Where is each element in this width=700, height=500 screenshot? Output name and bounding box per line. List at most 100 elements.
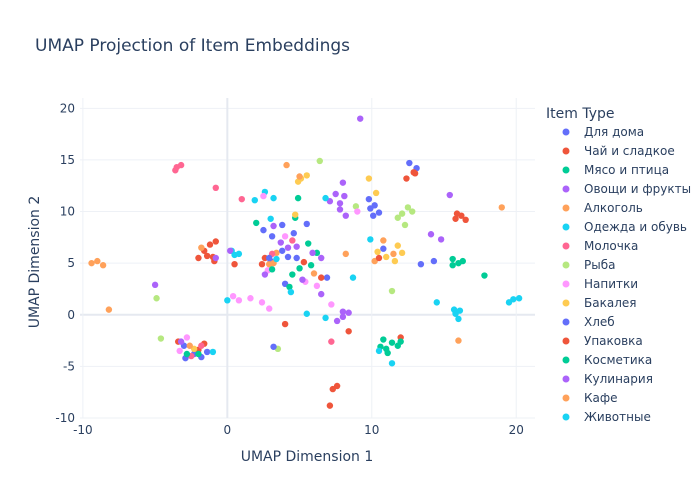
series-2: [195, 214, 488, 358]
data-point: [318, 254, 325, 262]
data-point: [303, 310, 310, 317]
data-point: [212, 238, 219, 245]
data-point: [345, 309, 352, 316]
y-tick-labels: -10 -5 0 5 10 15 20: [55, 101, 75, 425]
data-point: [88, 259, 95, 267]
data-point: [153, 295, 160, 302]
data-point: [212, 184, 219, 192]
data-point: [409, 208, 416, 215]
data-point: [227, 247, 234, 254]
data-point: [365, 175, 373, 182]
data-point: [342, 250, 349, 258]
legend-marker: [562, 394, 570, 402]
legend-item[interactable]: Бакалея: [562, 296, 637, 310]
legend-label: Косметика: [584, 353, 652, 367]
legend-label: Молочка: [584, 239, 638, 253]
series-3: [151, 115, 453, 325]
y-axis-label: UMAP Dimension 2: [27, 196, 43, 329]
legend-label: Овощи и фрукты: [584, 182, 691, 196]
data-point: [339, 313, 347, 321]
legend-marker: [562, 128, 570, 136]
legend-marker: [562, 299, 570, 307]
data-point: [229, 292, 237, 300]
data-point: [336, 200, 344, 207]
data-point: [238, 195, 245, 203]
data-point: [172, 167, 179, 174]
data-point: [94, 257, 101, 265]
legend-label: Чай и сладкое: [584, 144, 675, 158]
legend-item[interactable]: Косметика: [562, 353, 653, 367]
data-point: [198, 244, 205, 251]
legend-item[interactable]: Молочка: [562, 239, 639, 253]
data-point: [296, 173, 303, 180]
data-point: [367, 236, 374, 243]
series-13: [177, 192, 435, 345]
data-point: [183, 350, 191, 358]
data-point: [397, 338, 404, 345]
data-point: [267, 215, 274, 222]
data-point: [209, 348, 217, 356]
legend-marker: [562, 166, 570, 174]
data-point: [151, 281, 159, 289]
legend-item[interactable]: Напитки: [562, 277, 639, 291]
data-point: [105, 306, 113, 313]
plot-points: [88, 115, 523, 409]
legend[interactable]: Для дома Чай и сладкое Мясо и птица Овощи и…: [562, 125, 692, 424]
legend-item[interactable]: Рыба: [562, 258, 616, 272]
data-point: [247, 295, 254, 302]
data-point: [323, 274, 331, 281]
legend-item[interactable]: Упаковка: [562, 334, 643, 348]
data-point: [303, 220, 310, 228]
legend-item[interactable]: Мясо и птица: [562, 163, 670, 177]
chart-title: UMAP Projection of Item Embeddings: [35, 36, 350, 56]
data-point: [231, 251, 238, 259]
data-point: [354, 208, 361, 215]
data-point: [289, 271, 296, 278]
legend-item[interactable]: Одежда и обувь: [562, 220, 688, 234]
data-point: [251, 196, 258, 204]
data-point: [258, 260, 266, 268]
legend-item[interactable]: Кулинария: [562, 372, 653, 386]
data-point: [339, 179, 347, 186]
legend-item[interactable]: Животные: [562, 410, 651, 424]
data-point: [231, 260, 238, 268]
data-point: [186, 342, 193, 349]
legend-label: Алкоголь: [584, 201, 643, 215]
legend-item[interactable]: Алкоголь: [562, 201, 643, 215]
data-point: [261, 271, 269, 278]
data-point: [391, 257, 399, 265]
data-point: [281, 320, 289, 328]
data-point: [293, 254, 300, 262]
legend-item[interactable]: Хлеб: [562, 315, 615, 329]
series-0: [180, 159, 438, 361]
data-point: [294, 178, 302, 185]
data-point: [406, 159, 413, 167]
data-point: [224, 297, 231, 304]
legend-item[interactable]: Для дома: [562, 125, 645, 139]
legend-item[interactable]: Кафе: [562, 391, 618, 405]
legend-item[interactable]: Чай и сладкое: [562, 144, 675, 158]
legend-item[interactable]: Овощи и фрукты: [562, 182, 692, 196]
data-point: [403, 175, 410, 182]
data-point: [260, 192, 267, 200]
data-point: [177, 338, 185, 345]
y-tick-label: 10: [60, 205, 75, 219]
data-point: [212, 254, 219, 262]
data-point: [374, 248, 381, 256]
data-point: [375, 254, 383, 262]
data-point: [449, 262, 456, 269]
data-point: [333, 317, 341, 325]
series-14: [186, 173, 397, 349]
data-point: [318, 290, 325, 298]
data-point: [388, 339, 396, 346]
data-point: [456, 307, 464, 314]
data-point: [176, 347, 183, 355]
data-point: [195, 350, 202, 358]
data-point: [349, 274, 357, 281]
legend-label: Для дома: [584, 125, 644, 139]
plot-grid: [80, 98, 535, 419]
data-point: [287, 288, 295, 296]
series-9: [190, 172, 406, 353]
legend-marker: [562, 375, 570, 383]
data-point: [398, 210, 406, 217]
